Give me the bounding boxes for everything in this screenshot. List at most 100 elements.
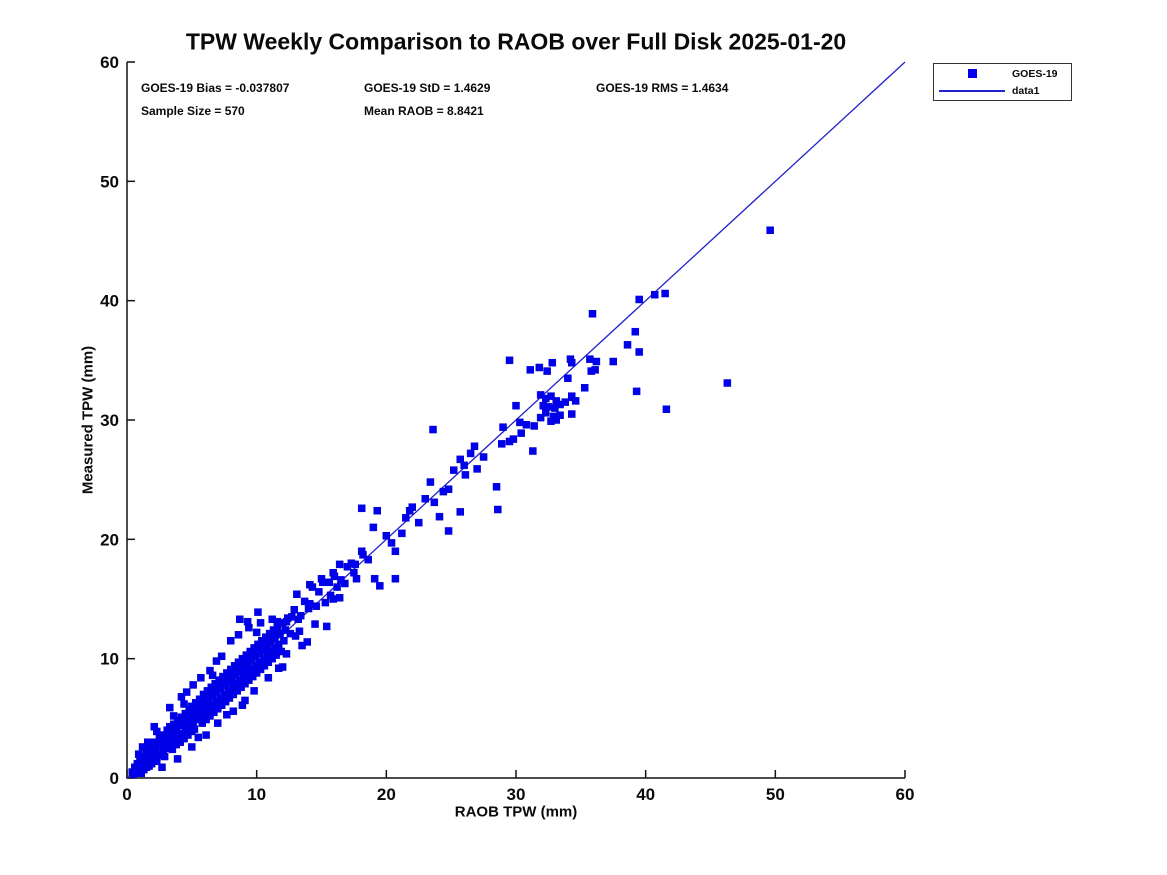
data-point (364, 555, 372, 564)
data-point (203, 702, 212, 711)
y-tick-label: 50 (100, 172, 119, 191)
data-point (470, 442, 479, 451)
data-point (435, 512, 444, 521)
data-point (225, 678, 234, 687)
square-marker-icon (967, 69, 977, 78)
data-point (382, 532, 391, 540)
data-point (391, 547, 400, 556)
y-tick-label: 10 (100, 650, 119, 669)
stat-bias: GOES-19 Bias = -0.037807 (141, 81, 290, 95)
data-point (254, 608, 262, 616)
data-point (402, 514, 410, 522)
data-point (444, 527, 453, 535)
stat-rms: GOES-19 RMS = 1.4634 (596, 81, 729, 95)
data-point (398, 529, 406, 538)
data-point (223, 711, 231, 719)
y-tick-label: 30 (100, 411, 119, 430)
y-axis-label: Measured TPW (mm) (79, 345, 97, 495)
x-tick-label: 60 (896, 785, 915, 804)
data-point (536, 413, 545, 422)
data-point (282, 650, 291, 658)
data-point (329, 595, 337, 603)
data-point (243, 617, 252, 626)
data-point (297, 611, 305, 620)
data-point (479, 453, 488, 461)
data-point (214, 719, 222, 727)
data-point (143, 738, 152, 746)
data-point (509, 435, 518, 443)
y-tick-label: 40 (100, 292, 119, 311)
data-point (153, 727, 161, 736)
data-point (190, 725, 199, 733)
data-point (430, 498, 439, 507)
data-point (250, 687, 258, 695)
data-point (335, 594, 344, 602)
legend-line-swatch (939, 89, 1005, 92)
data-point (303, 638, 311, 646)
data-point (512, 401, 520, 410)
data-point (167, 734, 175, 743)
data-point (391, 574, 400, 583)
data-point (466, 449, 475, 458)
data-point (291, 632, 300, 640)
data-point (138, 743, 147, 751)
data-point (429, 425, 437, 434)
stat-mean-raob: Mean RAOB = 8.8421 (364, 104, 484, 118)
data-point (319, 578, 327, 587)
data-point (186, 718, 195, 726)
data-point (494, 505, 502, 514)
y-tick-label: 60 (100, 53, 119, 72)
data-point (450, 466, 458, 474)
data-point (264, 674, 273, 682)
data-point (273, 617, 282, 626)
data-point (568, 392, 576, 400)
data-point (282, 617, 291, 626)
data-point (661, 289, 669, 298)
data-point (158, 763, 166, 772)
data-point (280, 637, 288, 645)
data-point (322, 622, 331, 631)
data-point (517, 429, 525, 437)
data-point (564, 374, 572, 382)
data-point (632, 387, 641, 396)
data-point (169, 712, 178, 720)
data-point (160, 752, 169, 761)
data-point (369, 523, 378, 532)
data-point (556, 411, 564, 419)
data-point (373, 506, 382, 515)
data-point (456, 455, 464, 464)
data-point (631, 327, 640, 336)
data-point (131, 769, 139, 777)
data-point (236, 615, 244, 624)
data-point (473, 465, 481, 473)
data-point (217, 652, 226, 661)
data-point (415, 518, 423, 527)
data-point (568, 358, 576, 367)
x-tick-label: 40 (636, 785, 655, 804)
data-point (650, 290, 659, 299)
data-point (609, 357, 617, 366)
legend-marker-swatch (939, 69, 1005, 78)
x-tick-label: 50 (766, 785, 785, 804)
data-point (408, 503, 417, 511)
data-point (321, 598, 330, 607)
data-point (492, 483, 501, 491)
data-point (252, 628, 261, 637)
data-point (544, 403, 553, 411)
data-point (160, 738, 169, 746)
data-point (351, 560, 359, 569)
data-point (421, 495, 429, 503)
data-point (295, 627, 304, 635)
stat-sample-size: Sample Size = 570 (141, 104, 245, 118)
data-point (278, 663, 287, 671)
data-point (586, 355, 594, 363)
data-point (376, 582, 384, 590)
legend: GOES-19 data1 (933, 63, 1072, 101)
data-point (456, 508, 464, 516)
data-point (308, 583, 317, 591)
data-point (189, 681, 197, 689)
data-point (287, 613, 296, 621)
data-point (315, 588, 323, 596)
